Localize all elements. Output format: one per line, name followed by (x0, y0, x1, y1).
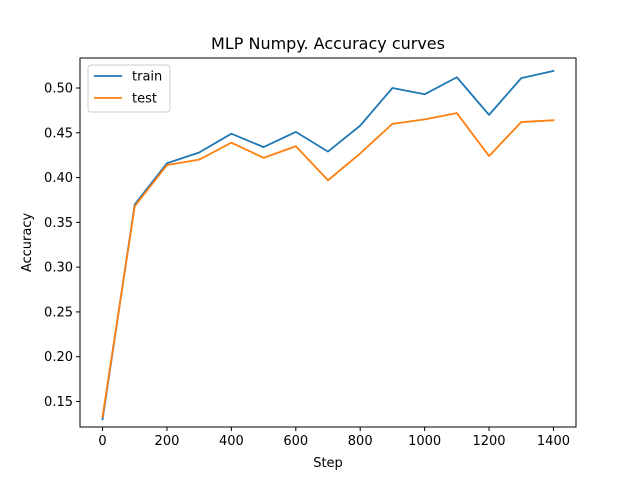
y-tick-label: 0.30 (44, 261, 73, 276)
plot-frame (79, 57, 577, 428)
y-tick-label: 0.50 (44, 82, 73, 97)
x-tick-label: 400 (219, 434, 244, 449)
plot-marks: 0 200 400 600 800 1000 1200 1400 0.15 0.20 0.25 0.3… (44, 69, 570, 449)
x-tick-label: 0 (98, 434, 106, 449)
legend: train test (87, 64, 171, 113)
legend-label-train: train (132, 70, 162, 85)
x-tick-label: 1200 (472, 434, 505, 449)
x-tick-label: 200 (155, 434, 180, 449)
x-tick-label: 1400 (537, 434, 570, 449)
series-line-test (101, 112, 555, 418)
x-axis-label: Step (313, 456, 343, 471)
y-tick-label: 0.25 (44, 305, 73, 320)
y-tick-label: 0.35 (44, 216, 73, 231)
y-tick-label: 0.20 (44, 350, 73, 365)
x-tick-label: 800 (348, 434, 373, 449)
chart-title: MLP Numpy. Accuracy curves (211, 34, 445, 53)
y-tick-label: 0.45 (44, 126, 73, 141)
series-line-train (101, 69, 555, 421)
x-tick-label: 1000 (408, 434, 441, 449)
y-tick-label: 0.15 (44, 395, 73, 410)
legend-label-test: test (132, 92, 157, 107)
x-tick-label: 600 (283, 434, 308, 449)
y-tick-label: 0.40 (44, 171, 73, 186)
y-axis-label: Accuracy (20, 213, 35, 273)
